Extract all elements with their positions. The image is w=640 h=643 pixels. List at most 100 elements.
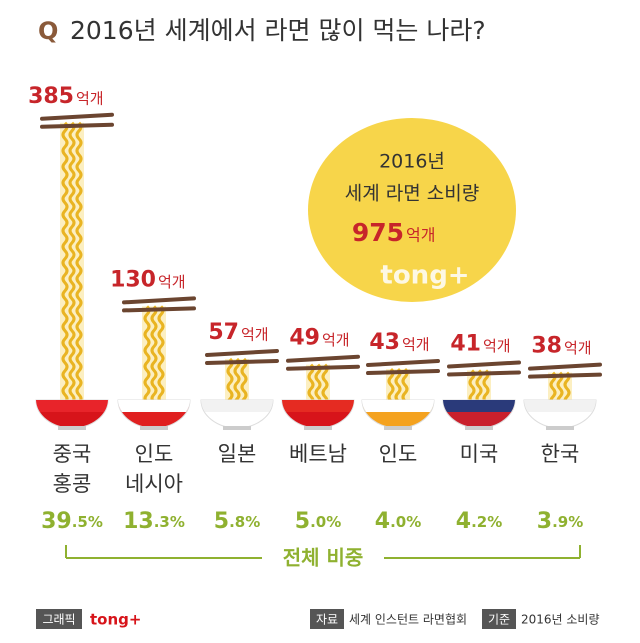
noodle	[482, 369, 490, 404]
bowl-foot	[384, 426, 412, 430]
share-int: 13	[123, 509, 154, 534]
chopstick	[366, 359, 440, 368]
chopstick	[205, 358, 279, 365]
share-label: 4.0%	[375, 509, 421, 534]
noodle	[468, 369, 476, 404]
share-label: 5.0%	[295, 509, 341, 534]
total-year: 2016년	[379, 151, 445, 173]
noodle	[61, 121, 69, 404]
category-label: 베트남	[289, 442, 347, 466]
chopstick	[528, 362, 602, 371]
category-label: 한국	[541, 442, 580, 466]
category-label: 홍콩	[53, 472, 92, 496]
noodle	[157, 305, 165, 404]
footer-brand: tong+	[90, 611, 141, 629]
share-int: 4	[456, 509, 471, 534]
value-label: 385	[28, 84, 74, 109]
value-label: 38	[531, 334, 562, 359]
share-label: 3.9%	[537, 509, 583, 534]
chopstick	[447, 360, 521, 369]
noodle	[150, 305, 158, 404]
share-label: 39.5%	[41, 509, 103, 534]
tag	[310, 609, 344, 629]
chopstick	[205, 348, 279, 357]
share-int: 4	[375, 509, 390, 534]
value-unit: 억개	[241, 325, 269, 343]
share-int: 3	[537, 509, 552, 534]
category-label: 네시아	[125, 472, 183, 496]
share-title: 전체 비중	[283, 546, 364, 570]
bowl-band	[362, 400, 434, 412]
chopstick	[40, 112, 114, 121]
noodle	[240, 357, 248, 409]
category-label: 중국	[53, 442, 92, 466]
chopstick	[447, 370, 521, 377]
share-label: 5.8%	[214, 509, 260, 534]
bowl-band	[36, 400, 108, 412]
noodle	[314, 363, 322, 406]
value-unit: 억개	[158, 273, 186, 291]
share-rest: .3%	[154, 513, 185, 531]
share-int: 39	[41, 509, 72, 534]
chopstick	[122, 306, 196, 313]
value-label: 43	[369, 330, 400, 355]
watermark: tong+	[380, 261, 469, 291]
value-unit: 억개	[322, 331, 350, 349]
chopstick	[528, 372, 602, 379]
bowl-band	[443, 400, 515, 412]
category-label: 인도	[379, 442, 418, 466]
share-rest: .5%	[72, 513, 103, 531]
share-int: 5	[214, 509, 229, 534]
share-rest: .0%	[310, 513, 341, 531]
tag	[36, 609, 82, 629]
noodle	[226, 357, 234, 409]
bowl-band	[282, 400, 354, 412]
noodle	[321, 363, 329, 406]
bowl-foot	[546, 426, 574, 430]
noodle	[143, 305, 151, 404]
bowl-foot	[465, 426, 493, 430]
footer-basis: 2016년 소비량	[521, 613, 600, 627]
noodle	[401, 367, 409, 403]
footer-source: 세계 인스턴트 라면협회	[349, 613, 467, 627]
footer-basis-tag: 기준	[488, 613, 510, 627]
noodle	[563, 371, 571, 406]
value-label: 49	[289, 326, 320, 351]
chopstick	[286, 354, 360, 363]
noodle	[68, 121, 76, 404]
share-int: 5	[295, 509, 310, 534]
share-rest: .8%	[229, 513, 260, 531]
bowl-foot	[140, 426, 168, 430]
value-label: 130	[110, 267, 156, 292]
noodle	[556, 371, 564, 406]
bowl-band	[118, 400, 190, 412]
share-rest: .2%	[471, 513, 502, 531]
total-bubble	[308, 118, 516, 302]
value-unit: 억개	[483, 337, 511, 355]
share-label: 13.3%	[123, 509, 185, 534]
chopstick	[122, 296, 196, 305]
tag	[482, 609, 516, 629]
noodle	[307, 363, 315, 406]
footer-graphic: 그래픽	[42, 613, 75, 627]
category-label: 미국	[460, 442, 499, 466]
bowl-foot	[223, 426, 251, 430]
share-rest: .9%	[552, 513, 583, 531]
noodle	[233, 357, 241, 409]
title-prefix: Q	[38, 17, 58, 45]
value-label: 57	[208, 320, 239, 345]
chopstick	[40, 122, 114, 129]
noodle	[475, 369, 483, 404]
total-unit: 억개	[406, 226, 435, 245]
bowl-band	[524, 400, 596, 412]
value-unit: 억개	[402, 336, 430, 354]
category-label: 일본	[218, 442, 257, 466]
chart-title: 2016년 세계에서 라면 많이 먹는 나라?	[70, 16, 486, 45]
noodle	[75, 121, 83, 404]
share-rest: .0%	[390, 513, 421, 531]
total-value: 975	[352, 218, 404, 247]
value-unit: 억개	[564, 339, 592, 357]
noodle	[387, 367, 395, 403]
share-label: 4.2%	[456, 509, 502, 534]
